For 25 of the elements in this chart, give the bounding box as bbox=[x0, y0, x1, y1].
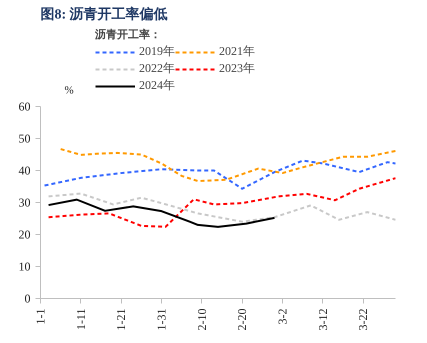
x-tick-label: 2-10 bbox=[194, 308, 209, 330]
legend-label: 2023年 bbox=[219, 60, 255, 77]
chart-title: 图8: 沥青开工率偏低 bbox=[40, 6, 168, 22]
y-tick-label: 0 bbox=[24, 292, 30, 306]
y-tick-label: 40 bbox=[18, 164, 30, 178]
y-tick-label: 50 bbox=[18, 132, 30, 146]
legend-label: 2019年 bbox=[139, 43, 175, 60]
y-tick-label: 10 bbox=[18, 260, 30, 274]
y-tick-label: 60 bbox=[18, 100, 30, 114]
x-tick-label: 1-21 bbox=[114, 308, 128, 330]
x-tick-label: 1-1 bbox=[34, 308, 48, 324]
x-tick-label: 3-12 bbox=[316, 308, 330, 330]
y-tick-label: 30 bbox=[18, 196, 30, 210]
line-series bbox=[48, 198, 276, 228]
y-tick-label: 20 bbox=[18, 228, 30, 242]
legend-label: 2024年 bbox=[139, 77, 175, 94]
x-tick-label: 3-2 bbox=[276, 308, 290, 324]
x-tick-label: 1-11 bbox=[74, 308, 88, 330]
y-axis-title: % bbox=[64, 84, 74, 96]
x-tick-label: 3-22 bbox=[356, 308, 370, 330]
legend-title: 沥青开工率： bbox=[95, 28, 162, 42]
legend-label: 2022年 bbox=[139, 60, 175, 77]
legend-label: 2021年 bbox=[219, 43, 255, 60]
x-tick-label: 2-20 bbox=[235, 308, 250, 330]
x-tick-label: 1-31 bbox=[154, 308, 169, 330]
